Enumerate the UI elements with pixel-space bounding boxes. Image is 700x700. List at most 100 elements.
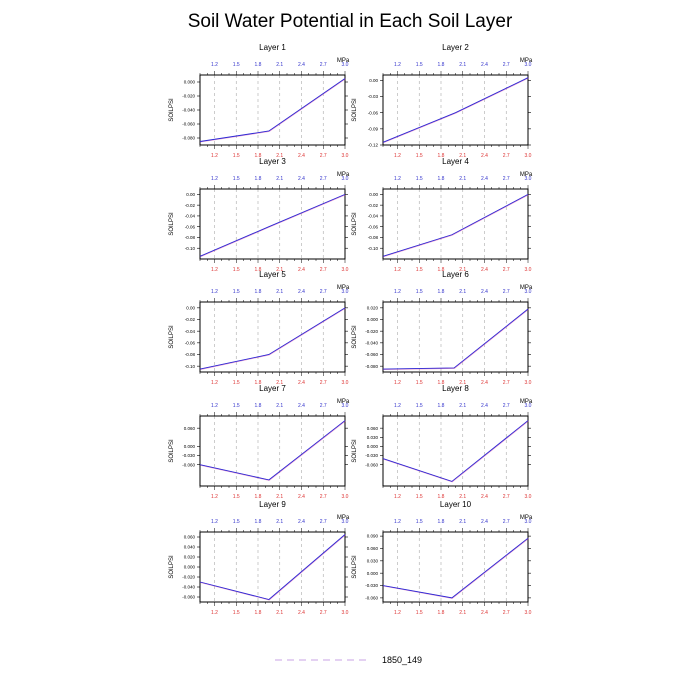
panel-title: Layer 7	[259, 384, 286, 393]
y-tick-label: 0.00	[369, 192, 378, 197]
top-tick-label: 3.0	[525, 176, 532, 182]
bottom-tick-label: 1.8	[255, 380, 262, 386]
bottom-tick-label: 1.8	[255, 610, 262, 616]
y-tick-label: -0.080	[365, 364, 378, 369]
top-tick-label: 2.1	[276, 403, 283, 409]
bottom-tick-label: 1.8	[438, 610, 445, 616]
top-tick-label: 3.0	[342, 62, 349, 68]
y-tick-label: 0.060	[184, 535, 196, 540]
panel-layer-10: Layer 10 MPa 1.2 1.2 1.5 1.5 1.8 1.8 2.1 2.1 2.4 2.…	[352, 500, 533, 616]
top-tick-label: 1.5	[416, 289, 423, 295]
top-tick-label: 2.7	[320, 289, 327, 295]
y-tick-label: -0.02	[368, 203, 379, 208]
bottom-tick-label: 2.7	[320, 153, 327, 159]
top-tick-label: 2.4	[481, 289, 488, 295]
plot-frame	[199, 301, 346, 373]
bottom-tick-label: 2.1	[276, 494, 283, 500]
top-tick-label: 2.4	[298, 519, 305, 525]
panel-title: Layer 5	[259, 270, 286, 279]
y-tick-label: -0.08	[185, 352, 196, 357]
bottom-tick-label: 1.8	[255, 153, 262, 159]
y-tick-label: -0.060	[182, 595, 195, 600]
top-tick-label: 1.2	[394, 176, 401, 182]
top-tick-label: 2.4	[298, 176, 305, 182]
bottom-tick-label: 1.2	[394, 494, 401, 500]
bottom-tick-label: 2.7	[320, 380, 327, 386]
series-line	[199, 78, 346, 142]
top-tick-label: 1.8	[255, 519, 262, 525]
panel-layer-1: Layer 1 MPa 1.2 1.2 1.5 1.5 1.8 1.8 2.1 2.1 2.4 2.4…	[169, 43, 350, 159]
bottom-tick-label: 1.2	[211, 153, 218, 159]
bottom-tick-label: 1.8	[438, 494, 445, 500]
y-tick-label: -0.020	[182, 575, 195, 580]
top-tick-label: 2.7	[503, 176, 510, 182]
y-tick-label: -0.020	[182, 94, 195, 99]
y-tick-label: -0.09	[368, 126, 379, 131]
top-axis-unit-label: MPa	[520, 515, 533, 521]
y-tick-label: -0.02	[185, 203, 196, 208]
bottom-tick-label: 1.2	[211, 267, 218, 273]
top-tick-label: 1.8	[255, 176, 262, 182]
bottom-tick-label: 3.0	[525, 494, 532, 500]
top-tick-label: 2.7	[503, 519, 510, 525]
y-tick-label: -0.030	[182, 453, 195, 458]
bottom-tick-label: 2.7	[503, 610, 510, 616]
top-tick-label: 1.2	[211, 289, 218, 295]
top-tick-label: 2.1	[276, 176, 283, 182]
panel-layer-8: Layer 8 MPa 1.2 1.2 1.5 1.5 1.8 1.8 2.1 2.1 2.4 2.4…	[352, 384, 533, 500]
panel-layer-3: Layer 3 MPa 1.2 1.2 1.5 1.5 1.8 1.8 2.1 2.1 2.4 2.4…	[169, 157, 350, 273]
y-tick-label: 0.000	[184, 80, 196, 85]
bottom-tick-label: 1.8	[438, 267, 445, 273]
top-tick-label: 2.7	[320, 176, 327, 182]
bottom-tick-label: 3.0	[342, 380, 349, 386]
y-tick-label: -0.080	[182, 136, 195, 141]
bottom-tick-label: 1.8	[255, 267, 262, 273]
bottom-tick-label: 2.1	[276, 267, 283, 273]
top-axis-unit-label: MPa	[520, 58, 533, 64]
panel-layer-6: Layer 6 MPa 1.2 1.2 1.5 1.5 1.8 1.8 2.1 2.1 2.4 2.4…	[352, 270, 533, 386]
top-tick-label: 1.5	[233, 289, 240, 295]
top-tick-label: 1.8	[255, 403, 262, 409]
y-tick-label: -0.060	[182, 462, 195, 467]
series-line	[382, 308, 529, 370]
top-tick-label: 1.2	[211, 519, 218, 525]
y-tick-label: -0.060	[365, 352, 378, 357]
y-axis-label: SOILPSI	[352, 439, 358, 463]
top-tick-label: 1.8	[438, 519, 445, 525]
panel-title: Layer 8	[442, 384, 469, 393]
plot-frame	[382, 188, 529, 260]
panel-title: Layer 2	[442, 43, 469, 52]
panels-group: Layer 1 MPa 1.2 1.2 1.5 1.5 1.8 1.8 2.1 2.1 2.4 2.4…	[169, 43, 533, 616]
top-tick-label: 1.2	[211, 62, 218, 68]
bottom-tick-label: 1.2	[211, 380, 218, 386]
panel-layer-7: Layer 7 MPa 1.2 1.2 1.5 1.5 1.8 1.8 2.1 2.1 2.4 2.4…	[169, 384, 350, 500]
bottom-tick-label: 1.2	[211, 494, 218, 500]
y-axis-label: SOILPSI	[169, 98, 175, 122]
bottom-tick-label: 2.4	[298, 380, 305, 386]
top-tick-label: 2.1	[459, 519, 466, 525]
bottom-tick-label: 2.1	[276, 610, 283, 616]
bottom-tick-label: 2.7	[320, 267, 327, 273]
y-tick-label: 0.030	[367, 435, 379, 440]
y-axis-label: SOILPSI	[169, 212, 175, 236]
top-tick-label: 2.1	[459, 289, 466, 295]
top-tick-label: 1.5	[233, 176, 240, 182]
bottom-tick-label: 3.0	[342, 610, 349, 616]
bottom-tick-label: 2.4	[298, 494, 305, 500]
top-tick-label: 1.5	[416, 403, 423, 409]
bottom-tick-label: 3.0	[525, 153, 532, 159]
y-axis-label: SOILPSI	[169, 439, 175, 463]
top-tick-label: 3.0	[525, 62, 532, 68]
top-tick-label: 2.4	[298, 62, 305, 68]
top-tick-label: 3.0	[525, 289, 532, 295]
bottom-tick-label: 1.2	[394, 267, 401, 273]
bottom-tick-label: 2.1	[459, 267, 466, 273]
top-tick-label: 1.5	[416, 62, 423, 68]
y-tick-label: 0.00	[186, 305, 195, 310]
top-tick-label: 1.5	[416, 176, 423, 182]
top-tick-label: 2.4	[481, 403, 488, 409]
panel-title: Layer 6	[442, 270, 469, 279]
y-tick-label: -0.060	[365, 595, 378, 600]
y-tick-label: 0.000	[184, 565, 196, 570]
panel-title: Layer 3	[259, 157, 286, 166]
